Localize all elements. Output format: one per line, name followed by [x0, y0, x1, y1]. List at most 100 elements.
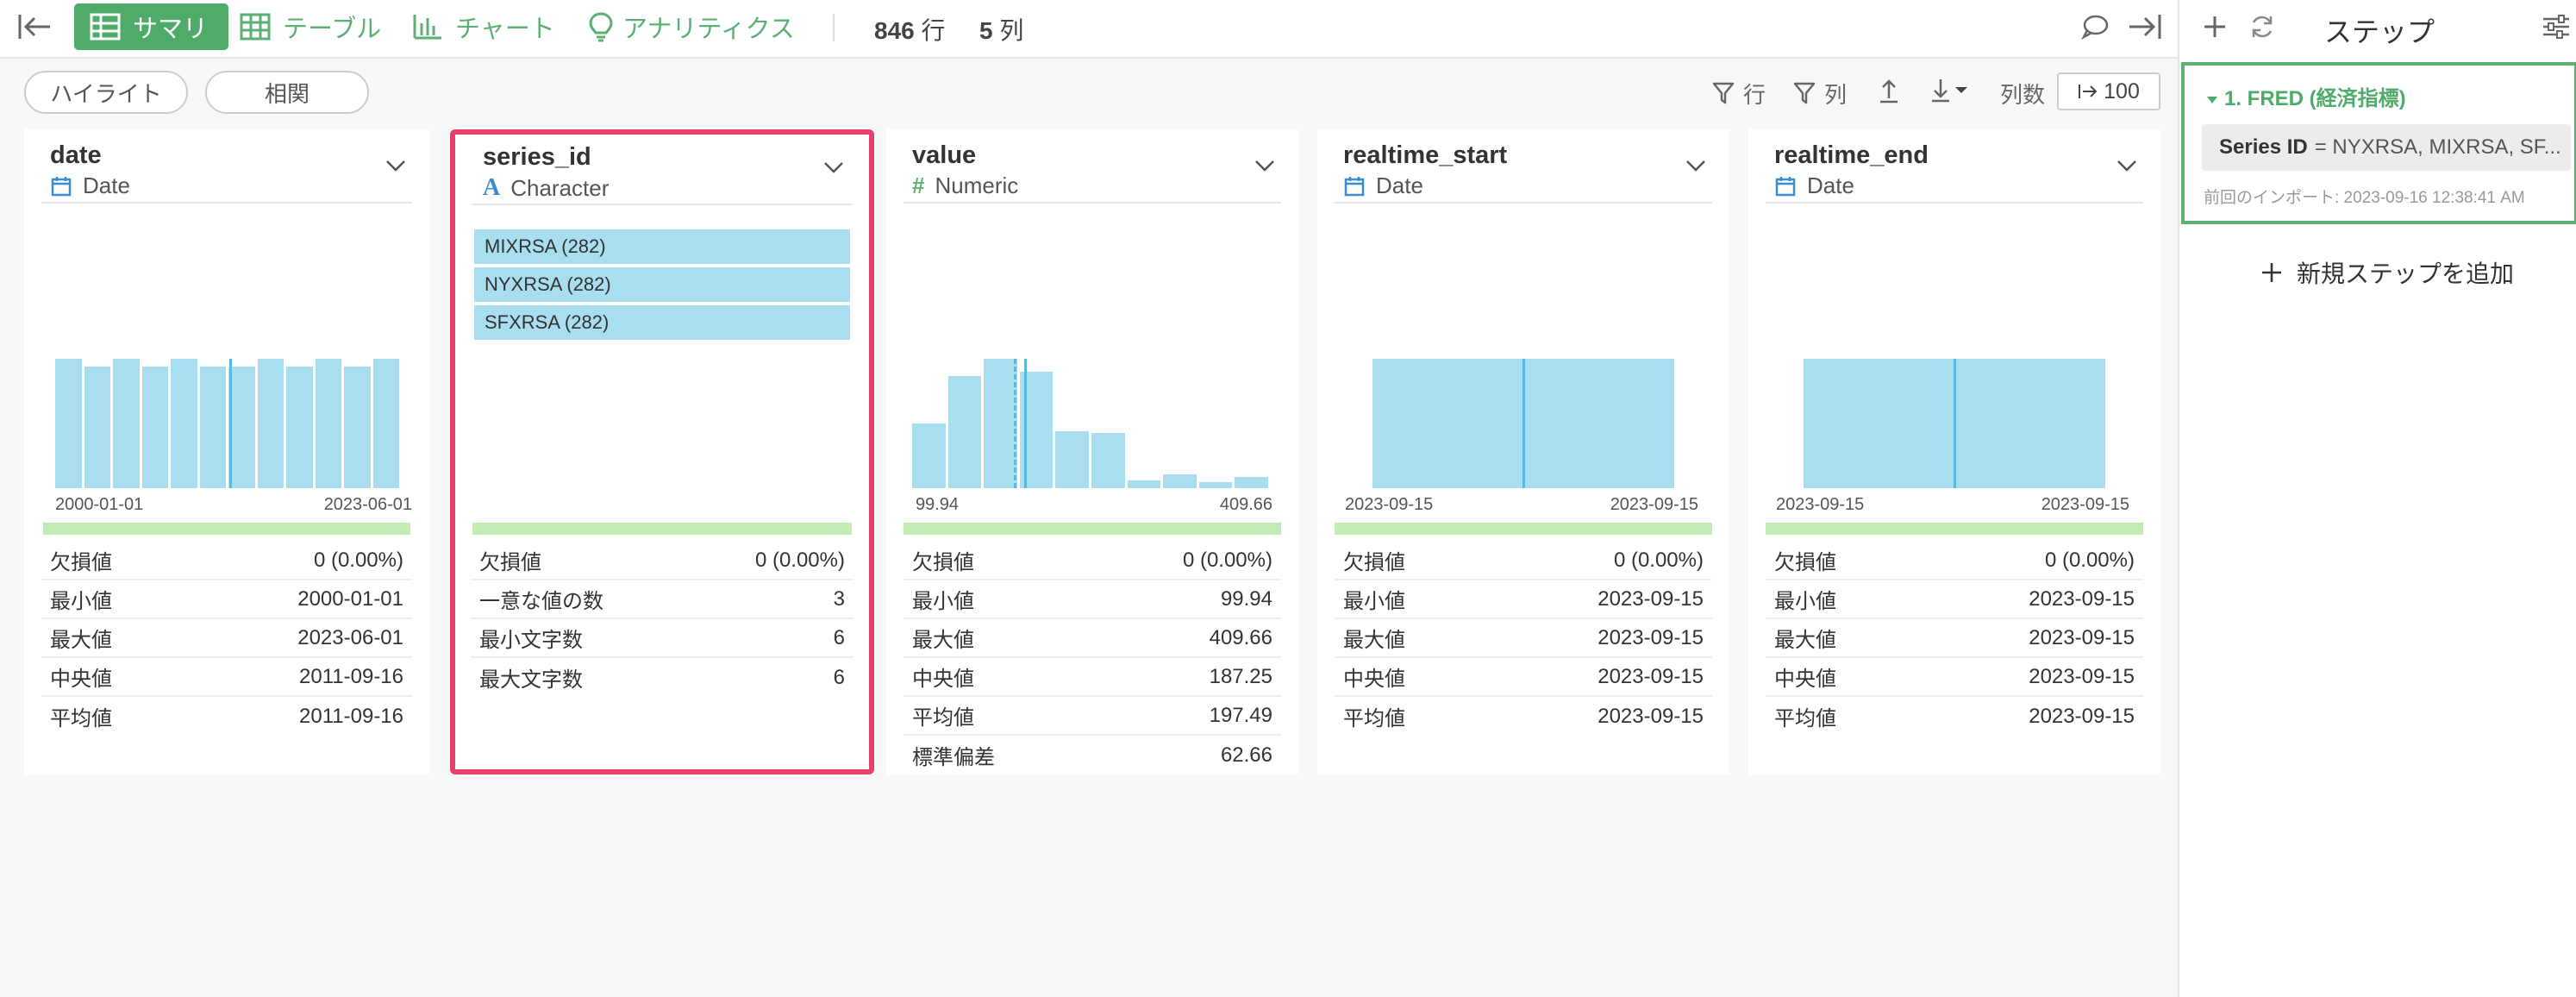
- histogram-bar[interactable]: [55, 359, 82, 488]
- histogram-bar[interactable]: [315, 359, 341, 488]
- stat-row: 一意な値の数 3: [471, 580, 853, 619]
- stat-label: 最小文字数: [479, 629, 583, 652]
- axis-min-label: 2023-09-15: [1776, 495, 1865, 514]
- header-divider: [903, 202, 1281, 204]
- step-parameter-chip[interactable]: Series ID = NYXRSA, MIXRSA, SF...: [2202, 124, 2571, 171]
- tab-chart[interactable]: チャート: [412, 0, 555, 53]
- histogram-bar[interactable]: [1163, 473, 1197, 488]
- stat-value: 3: [833, 586, 845, 611]
- histogram-bar[interactable]: [171, 359, 197, 488]
- histogram-bar[interactable]: [228, 367, 255, 488]
- histogram-bar[interactable]: [344, 367, 371, 488]
- stat-value: 2023-09-15: [1597, 586, 1704, 611]
- stat-value: 0 (0.00%): [754, 548, 845, 572]
- step-name: 1. FRED (経済指標): [2205, 81, 2406, 111]
- stat-row: 欠損値 0 (0.00%): [903, 542, 1281, 580]
- column-count: 5 列: [979, 12, 1023, 47]
- row-count-unit: 行: [921, 17, 946, 44]
- correlation-button[interactable]: 相関: [205, 71, 369, 114]
- category-bar[interactable]: MIXRSA (282): [474, 229, 850, 264]
- column-count-unit: 列: [999, 17, 1024, 44]
- histogram-bar[interactable]: [984, 359, 1017, 488]
- columns-count-input[interactable]: 100: [2057, 72, 2160, 110]
- collapse-right-icon[interactable]: [2128, 12, 2162, 46]
- collapse-left-icon[interactable]: [17, 12, 52, 46]
- tab-table[interactable]: テーブル: [240, 0, 381, 53]
- row-filter-button[interactable]: 行: [1712, 76, 1766, 110]
- plus-icon[interactable]: [2202, 14, 2228, 44]
- refresh-icon[interactable]: [2248, 14, 2276, 44]
- category-bar[interactable]: SFXRSA (282): [474, 305, 850, 340]
- histogram-bar[interactable]: [1055, 431, 1089, 488]
- stat-label: 欠損値: [1774, 551, 1836, 574]
- histogram-bar[interactable]: [1198, 481, 1233, 488]
- stat-label: 最大文字数: [479, 668, 583, 692]
- stat-value: 0 (0.00%): [313, 548, 403, 572]
- chevron-down-icon[interactable]: [822, 160, 845, 174]
- grid-icon: [90, 13, 121, 41]
- chevron-down-icon[interactable]: [385, 159, 407, 172]
- stat-value: 2011-09-16: [299, 664, 403, 688]
- histogram-bar[interactable]: [1127, 480, 1161, 488]
- sort-descending-dropdown[interactable]: [1929, 78, 1973, 108]
- settings-sliders-icon[interactable]: [2542, 14, 2571, 44]
- histogram-bar[interactable]: [286, 367, 313, 488]
- stat-value: 0 (0.00%): [1182, 548, 1272, 572]
- axis-min-label: 2023-09-15: [1345, 495, 1434, 514]
- column-filter-button[interactable]: 列: [1793, 76, 1847, 110]
- histogram-bar[interactable]: [84, 367, 110, 488]
- add-step-button[interactable]: 新規ステップを追加: [2260, 255, 2514, 290]
- highlight-button[interactable]: ハイライト: [24, 71, 188, 114]
- valid-values-bar: [1335, 523, 1712, 535]
- column-card-series-id[interactable]: series_id A Character MIXRSA (282) NYXRS…: [450, 129, 874, 774]
- steps-title: ステップ: [2324, 16, 2435, 47]
- stat-row: 標準偏差 62.66: [903, 736, 1281, 774]
- column-type-label: Date: [1807, 172, 1854, 198]
- column-card-realtime-end[interactable]: realtime_end Date 2023-09-15 2023-09-15 …: [1748, 129, 2160, 774]
- column-type: Date: [1774, 172, 1854, 199]
- stat-label: 欠損値: [50, 551, 112, 574]
- stats-table: 欠損値 0 (0.00%) 最小値 2023-09-15 最大値 2023-09-15 中央…: [1766, 542, 2143, 736]
- steps-header: ステップ: [2179, 0, 2576, 55]
- chevron-down-icon[interactable]: [1685, 159, 1707, 172]
- stat-label: 中央値: [1774, 668, 1836, 691]
- axis-max-label: 2023-06-01: [323, 495, 412, 514]
- sort-ascending-icon[interactable]: [1878, 78, 1900, 108]
- tab-summary[interactable]: サマリ: [74, 3, 229, 50]
- histogram-bar[interactable]: [199, 367, 226, 488]
- stat-label: 平均値: [50, 707, 112, 731]
- stat-label: 中央値: [50, 668, 112, 691]
- column-card-date[interactable]: date Date 2000-01-01 2023-06-01 欠損値 0 (0.…: [24, 129, 429, 774]
- tab-analytics[interactable]: アナリティクス: [588, 0, 795, 53]
- stat-label: 中央値: [912, 668, 974, 691]
- histogram-bar[interactable]: [912, 423, 946, 488]
- column-name: series_id: [483, 143, 591, 171]
- step-item-fred[interactable]: 1. FRED (経済指標) Series ID = NYXRSA, MIXRSA…: [2181, 62, 2576, 224]
- histogram-bar[interactable]: [1235, 476, 1268, 488]
- histogram-bar[interactable]: [1091, 432, 1125, 488]
- chevron-down-icon[interactable]: [1254, 159, 1276, 172]
- chevron-down-icon[interactable]: [2116, 159, 2138, 172]
- category-bar[interactable]: NYXRSA (282): [474, 267, 850, 302]
- stats-table: 欠損値 0 (0.00%) 一意な値の数 3 最小文字数 6 最大文字数 6: [471, 542, 853, 697]
- histogram-bar[interactable]: [257, 359, 284, 488]
- histogram-bar[interactable]: [141, 367, 168, 488]
- mean-line: [1024, 359, 1027, 488]
- column-card-realtime-start[interactable]: realtime_start Date 2023-09-15 2023-09-1…: [1317, 129, 1729, 774]
- column-type-label: Character: [510, 174, 610, 201]
- comment-icon[interactable]: [2081, 14, 2109, 44]
- axis-max-label: 409.66: [1219, 495, 1272, 514]
- histogram-bar[interactable]: [947, 375, 982, 488]
- histogram-bar[interactable]: [113, 359, 140, 488]
- column-card-value[interactable]: value # Numeric 99.94 409.66 欠損値 0 (0.00%…: [886, 129, 1298, 774]
- tab-chart-label: チャート: [455, 16, 555, 43]
- histogram-bar[interactable]: [372, 359, 399, 488]
- median-line: [229, 359, 232, 488]
- hash-icon: #: [912, 172, 925, 198]
- header-divider: [472, 204, 852, 205]
- steps-panel: ステップ 1. FRED (経済指標) Series ID = NYXRSA, M…: [2178, 0, 2576, 997]
- stat-value: 6: [833, 625, 845, 649]
- stat-row: 最小値 2023-09-15: [1335, 580, 1712, 619]
- valid-values-bar: [903, 523, 1281, 535]
- stat-label: 平均値: [912, 706, 974, 730]
